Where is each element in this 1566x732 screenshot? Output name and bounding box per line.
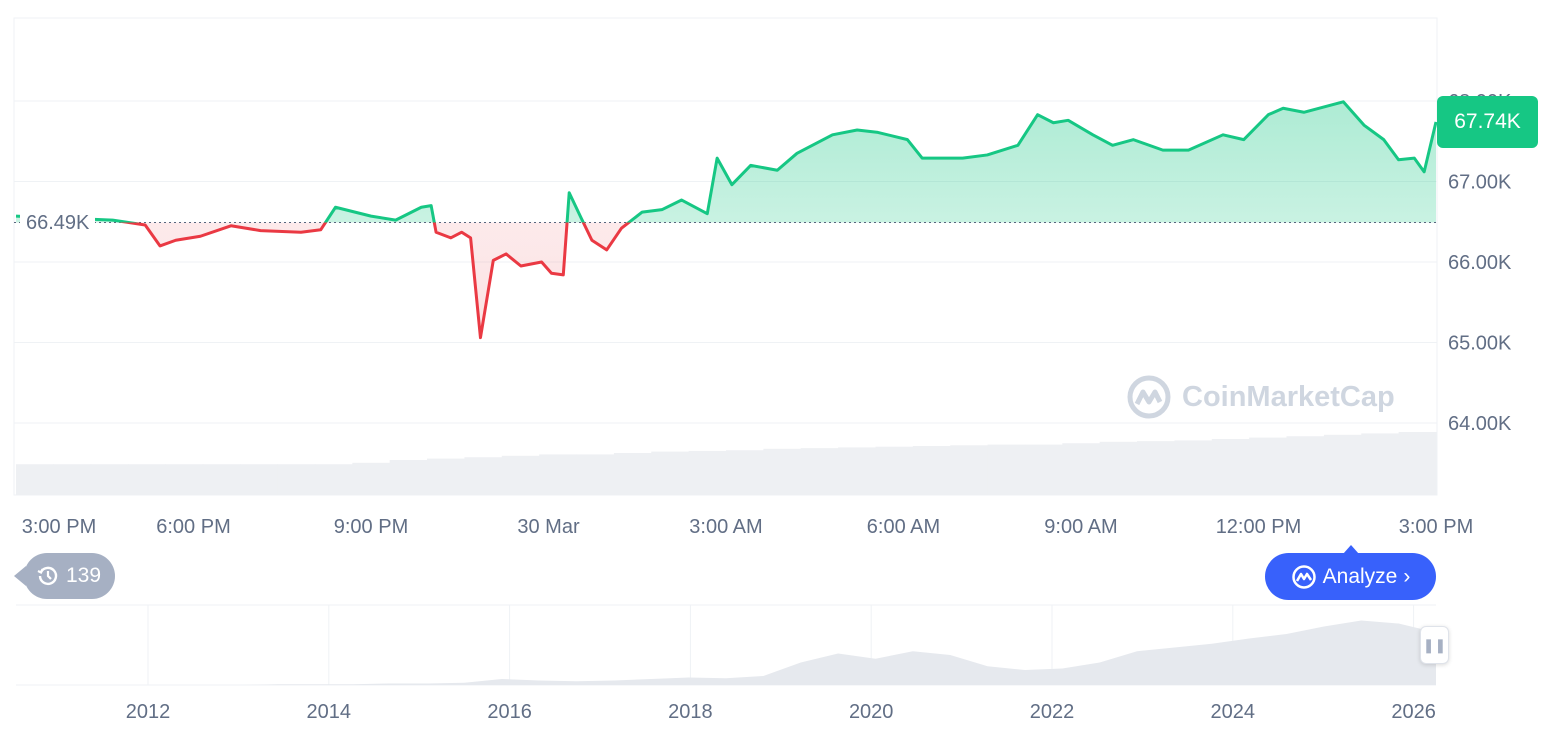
navigator-x-tick-label: 2014: [307, 701, 352, 723]
volume-bar: [389, 460, 428, 495]
volume-bar: [501, 455, 540, 495]
volume-bar: [352, 462, 391, 495]
price-line-up: [15, 100, 1438, 223]
volume-bar: [314, 464, 353, 495]
x-tick-label: 6:00 PM: [156, 516, 230, 538]
volume-bar: [1024, 444, 1063, 495]
area-fill-down: [16, 222, 1436, 338]
area-fill-up: [16, 101, 1436, 223]
navigator-area: [16, 620, 1436, 685]
volume-bar: [1062, 443, 1101, 495]
volume-bar: [53, 464, 92, 495]
x-tick-label: 3:00 PM: [22, 516, 96, 538]
history-badge[interactable]: 139: [13, 553, 116, 599]
volume-bar: [90, 464, 129, 495]
volume-bar: [165, 464, 204, 495]
y-tick-label: 66.00K: [1448, 252, 1512, 274]
volume-bar: [688, 450, 727, 495]
volume-bar: [1211, 439, 1250, 495]
volume-bar: [16, 464, 54, 495]
volume-bar: [651, 451, 690, 495]
analyze-button[interactable]: Analyze ›: [1265, 545, 1436, 600]
volume-bar: [1398, 432, 1437, 495]
volume-bar: [613, 453, 652, 495]
navigator-x-tick-label: 2024: [1211, 701, 1256, 723]
watermark-text: CoinMarketCap: [1182, 380, 1395, 413]
volume-bar: [240, 464, 279, 495]
chevron-right-icon: ›: [1403, 564, 1411, 588]
coinmarketcap-watermark: CoinMarketCap: [1126, 374, 1395, 420]
volume-bar: [1137, 441, 1175, 495]
volume-bar: [950, 445, 989, 495]
volume-bar: [1361, 433, 1400, 495]
volume-bar: [1174, 440, 1213, 495]
volume-bar: [128, 464, 166, 495]
history-count: 139: [66, 564, 102, 587]
volume-bar: [1323, 434, 1362, 495]
x-tick-label: 3:00 PM: [1399, 516, 1473, 538]
navigator-drag-handle[interactable]: ❚❚: [1420, 626, 1449, 664]
analyze-logo-icon: [1291, 564, 1316, 589]
volume-bar: [987, 444, 1026, 495]
navigator-x-tick-label: 2022: [1030, 701, 1075, 723]
volume-bar: [1099, 441, 1138, 495]
volume-bar: [1249, 437, 1288, 495]
volume-bar: [427, 458, 465, 495]
coinmarketcap-logo-icon: [1127, 375, 1171, 419]
analyze-label: Analyze: [1322, 564, 1398, 588]
y-tick-label: 67.00K: [1448, 172, 1512, 194]
navigator-x-tick-label: 2016: [487, 701, 532, 723]
x-tick-label: 30 Mar: [517, 516, 580, 538]
volume-bar: [875, 446, 914, 495]
volume-bar: [726, 450, 764, 495]
history-icon: [37, 566, 58, 586]
navigator-x-tick-label: 2020: [849, 701, 894, 723]
volume-bar: [763, 448, 802, 495]
navigator-x-tick-label: 2012: [126, 701, 171, 723]
volume-bar: [576, 454, 615, 495]
volume-bar: [838, 447, 876, 495]
y-tick-label: 65.00K: [1448, 333, 1512, 355]
navigator-x-tick-label: 2018: [668, 701, 713, 723]
navigator-x-tick-label: 2026: [1391, 701, 1436, 723]
volume-bar: [1286, 436, 1325, 495]
volume-bar: [464, 457, 503, 495]
x-tick-label: 3:00 AM: [689, 516, 762, 538]
volume-bar: [277, 464, 316, 495]
x-tick-label: 9:00 PM: [334, 516, 408, 538]
volume-bar: [800, 448, 839, 495]
volume-bar: [202, 464, 241, 495]
x-tick-label: 12:00 PM: [1216, 516, 1302, 538]
current-price-tag: 67.74K: [1437, 96, 1538, 148]
baseline-label: 66.49K: [20, 212, 96, 235]
y-tick-label: 64.00K: [1448, 413, 1512, 435]
x-tick-label: 9:00 AM: [1044, 516, 1117, 538]
volume-bar: [539, 454, 578, 495]
x-tick-label: 6:00 AM: [867, 516, 940, 538]
volume-bar: [912, 446, 951, 495]
